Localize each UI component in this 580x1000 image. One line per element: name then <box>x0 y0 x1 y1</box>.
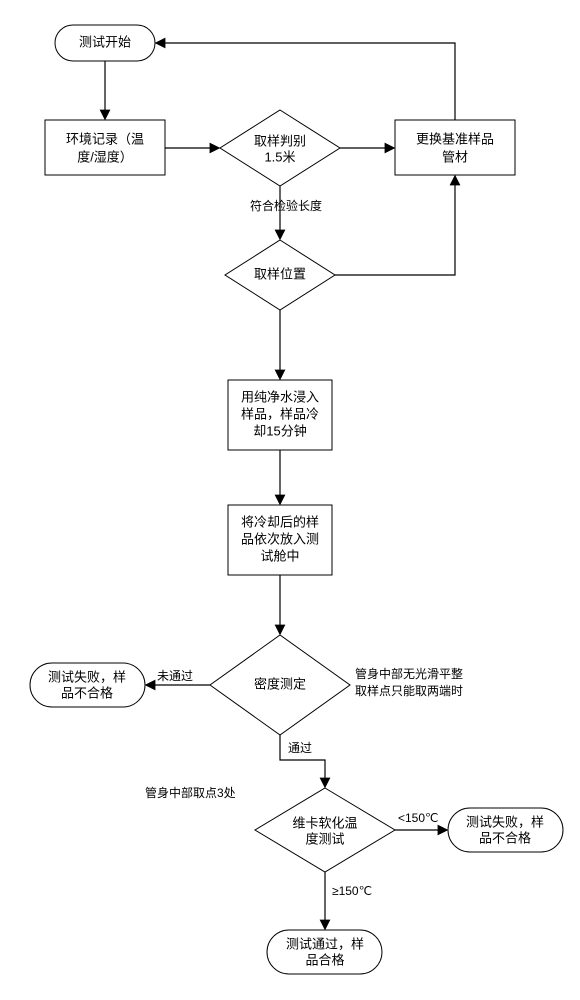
node-env: 环境记录（温 度/湿度） <box>45 120 165 175</box>
svg-text:用纯净水浸入: 用纯净水浸入 <box>241 389 319 404</box>
label-lt150: <150℃ <box>398 811 439 825</box>
edge-replace-start <box>157 43 455 120</box>
svg-text:将冷却后的样: 将冷却后的样 <box>241 514 319 529</box>
edge-pos-replace <box>335 177 455 275</box>
node-soak: 用纯净水浸入 样品，样品冷 却15分钟 <box>228 380 332 450</box>
node-fail-vicat: 测试失败，样 品不合格 <box>448 808 563 852</box>
svg-text:却15分钟: 却15分钟 <box>253 423 306 438</box>
svg-text:度测试: 度测试 <box>305 831 344 846</box>
flowchart-canvas: 测试开始 环境记录（温 度/湿度） 取样判别 1.5米 更换基准样品 管材 取样… <box>0 0 580 1000</box>
note-side-1: 管身中部无光滑平整 <box>355 666 463 681</box>
svg-text:管材: 管材 <box>442 149 468 164</box>
svg-text:度/湿度）: 度/湿度） <box>77 149 133 164</box>
node-put-chamber: 将冷却后的样 品依次放入测 试舱中 <box>228 505 332 575</box>
label-notpass: 未通过 <box>157 669 193 683</box>
svg-text:取样判别: 取样判别 <box>254 133 306 148</box>
svg-text:测试开始: 测试开始 <box>79 34 131 49</box>
svg-text:测试失败，样: 测试失败，样 <box>466 814 544 829</box>
svg-text:1.5米: 1.5米 <box>264 149 295 164</box>
node-sample-decide: 取样判别 1.5米 <box>220 110 340 186</box>
svg-text:维卡软化温: 维卡软化温 <box>292 815 357 830</box>
svg-text:品不合格: 品不合格 <box>61 685 113 700</box>
svg-text:密度测定: 密度测定 <box>254 676 306 691</box>
node-pass: 测试通过，样 品合格 <box>267 930 382 974</box>
svg-text:品不合格: 品不合格 <box>479 830 531 845</box>
svg-text:品合格: 品合格 <box>305 952 344 967</box>
node-start: 测试开始 <box>55 25 155 61</box>
node-vicat: 维卡软化温 度测试 <box>255 788 395 872</box>
svg-text:测试失败，样: 测试失败，样 <box>48 669 126 684</box>
label-pass: 通过 <box>288 741 312 755</box>
label-ge150: ≥150℃ <box>332 884 372 898</box>
node-sample-pos: 取样位置 <box>225 240 335 310</box>
svg-text:试舱中: 试舱中 <box>260 548 299 563</box>
label-mid3: 管身中部取点3处 <box>145 785 236 800</box>
svg-text:测试通过，样: 测试通过，样 <box>286 936 364 951</box>
node-fail-density: 测试失败，样 品不合格 <box>30 663 145 707</box>
svg-text:取样位置: 取样位置 <box>254 266 306 281</box>
svg-text:更换基准样品: 更换基准样品 <box>416 131 494 146</box>
node-density: 密度测定 <box>210 635 350 735</box>
node-replace: 更换基准样品 管材 <box>395 120 515 175</box>
svg-text:环境记录（温: 环境记录（温 <box>66 131 144 146</box>
svg-text:样品，样品冷: 样品，样品冷 <box>241 406 319 421</box>
label-conform: 符合检验长度 <box>250 198 322 213</box>
svg-text:品依次放入测: 品依次放入测 <box>241 531 319 546</box>
note-side-2: 取样点只能取两端时 <box>355 683 463 698</box>
